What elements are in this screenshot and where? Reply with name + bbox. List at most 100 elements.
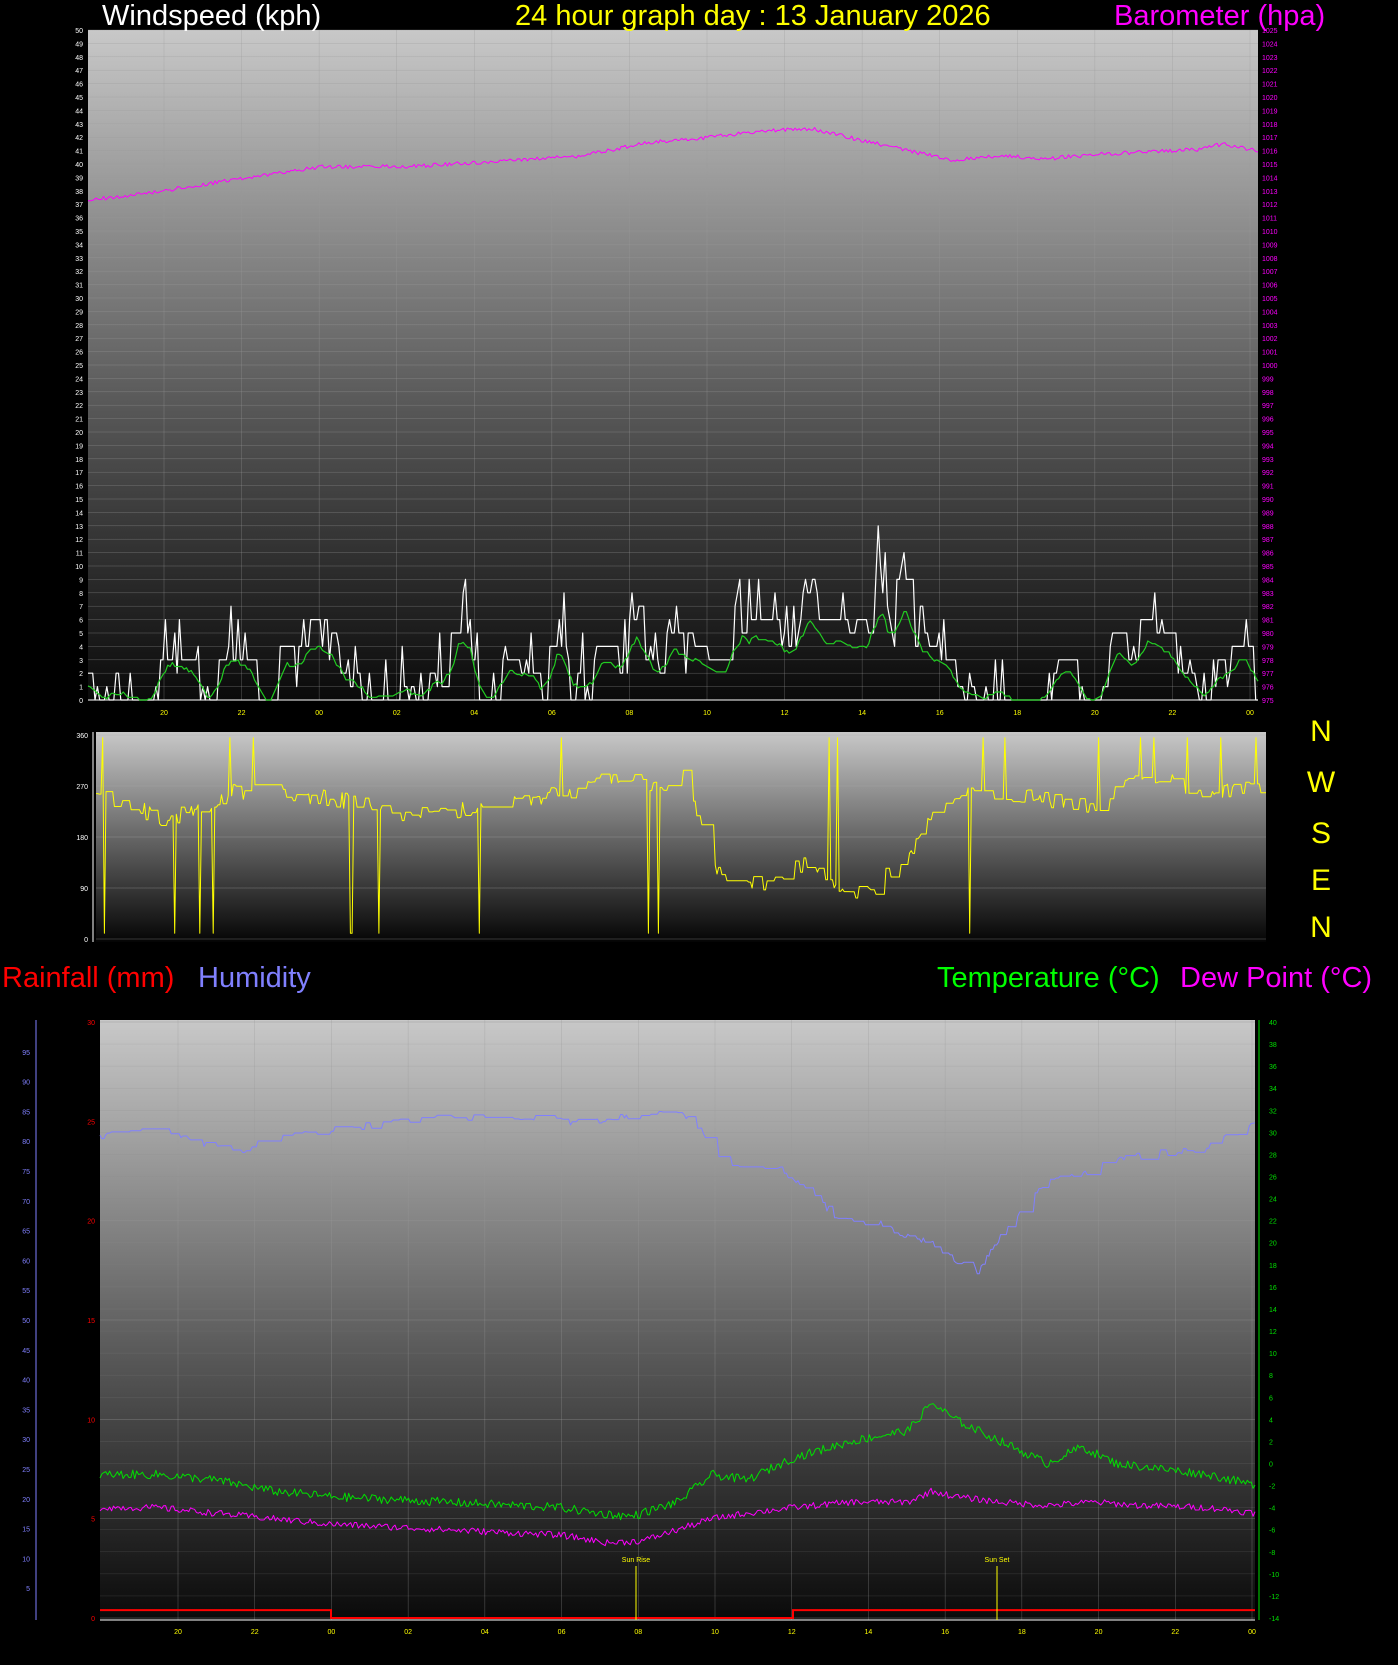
direction-tick-label: 270 [76,784,88,791]
temp-x-tick-label: 20 [174,1629,182,1636]
temperature-title: Temperature (°C) [937,962,1160,994]
temp-tick-label: 2 [1269,1439,1273,1446]
wind-left-tick-label: 35 [75,229,83,236]
wind-left-tick-label: 4 [79,644,83,651]
temp-tick-label: 0 [1269,1461,1273,1468]
baro-right-tick-label: 982 [1262,604,1274,611]
temp-tick-label: 8 [1269,1373,1273,1380]
wind-left-tick-label: 24 [75,376,83,383]
temp-tick-label: -8 [1269,1550,1275,1557]
temp-tick-label: -10 [1269,1572,1279,1579]
wind-left-tick-label: 38 [75,189,83,196]
baro-right-tick-label: 986 [1262,551,1274,558]
baro-right-tick-label: 1023 [1262,55,1278,62]
temp-x-tick-label: 04 [481,1629,489,1636]
windspeed-title: Windspeed (kph) [102,0,322,32]
rain-tick-label: 0 [91,1616,95,1623]
temp-tick-label: 26 [1269,1175,1277,1182]
temp-x-tick-label: 12 [788,1629,796,1636]
temp-x-tick-label: 20 [1095,1629,1103,1636]
direction-tick-label: 360 [76,733,88,740]
temp-tick-label: 16 [1269,1285,1277,1292]
rain-tick-label: 30 [87,1020,95,1027]
temp-tick-label: 32 [1269,1108,1277,1115]
baro-right-tick-label: 991 [1262,484,1274,491]
humidity-tick-label: 85 [22,1109,30,1116]
wind-left-tick-label: 37 [75,202,83,209]
baro-right-tick-label: 993 [1262,457,1274,464]
temp-x-tick-label: 10 [711,1629,719,1636]
baro-right-tick-label: 1019 [1262,108,1278,115]
direction-label-s: S [1310,817,1331,850]
barometer-title: Barometer (hpa) [1114,0,1326,32]
wind-left-tick-label: 46 [75,82,83,89]
rain-tick-label: 15 [87,1318,95,1325]
direction-tick-label: 0 [84,937,88,944]
rain-tick-label: 20 [87,1219,95,1226]
baro-right-tick-label: 1022 [1262,68,1278,75]
dewpoint-line [99,1487,1256,1547]
temp-x-tick-label: 22 [251,1629,259,1636]
baro-right-tick-label: 989 [1262,510,1274,517]
wind-left-tick-label: 23 [75,390,83,397]
wind-left-tick-label: 25 [75,363,83,370]
baro-right-tick-label: 1002 [1262,336,1278,343]
wind-x-tick-label: 00 [1246,710,1254,717]
baro-right-tick-label: 1007 [1262,269,1278,276]
temp-tick-label: 10 [1269,1351,1277,1358]
wind-left-tick-label: 15 [75,497,83,504]
temp-tick-label: -12 [1269,1594,1279,1601]
temp-tick-label: -2 [1269,1484,1275,1491]
wind-left-tick-label: 29 [75,309,83,316]
wind-x-tick-label: 04 [470,710,478,717]
sunset-label: Sun Set [985,1557,1010,1564]
wind-left-tick-label: 8 [79,591,83,598]
baro-right-tick-label: 1024 [1262,41,1278,48]
baro-right-tick-label: 1020 [1262,95,1278,102]
wind-left-tick-label: 33 [75,256,83,263]
humidity-tick-label: 70 [22,1199,30,1206]
humidity-tick-label: 55 [22,1288,30,1295]
humidity-tick-label: 15 [22,1527,30,1534]
humidity-tick-label: 75 [22,1169,30,1176]
dew-point-title: Dew Point (°C) [1180,962,1373,994]
wind-left-tick-label: 34 [75,242,83,249]
wind-left-tick-label: 5 [79,631,83,638]
wind-left-tick-label: 32 [75,269,83,276]
temp-x-tick-label: 14 [865,1629,873,1636]
temp-tick-label: 24 [1269,1197,1277,1204]
temp-x-tick-label: 00 [1248,1629,1256,1636]
humidity-tick-label: 80 [22,1139,30,1146]
wind-left-tick-label: 6 [79,618,83,625]
temp-tick-label: 12 [1269,1329,1277,1336]
direction-label-n-bottom: N [1310,911,1332,944]
baro-right-tick-label: 979 [1262,644,1274,651]
temp-tick-label: 18 [1269,1263,1277,1270]
wind-left-tick-label: 11 [76,551,83,558]
wind-x-tick-label: 20 [160,710,168,717]
wind-left-tick-label: 47 [75,68,83,75]
baro-right-tick-label: 1021 [1262,82,1278,89]
baro-right-tick-label: 1008 [1262,256,1278,263]
baro-right-tick-label: 980 [1262,631,1274,638]
baro-right-tick-label: 1001 [1262,350,1278,357]
humidity-tick-label: 45 [22,1348,30,1355]
baro-right-tick-label: 983 [1262,591,1274,598]
wind-left-tick-label: 45 [75,95,83,102]
baro-right-tick-label: 1018 [1262,122,1278,129]
wind-left-tick-label: 16 [75,484,83,491]
wind-left-tick-label: 14 [75,510,83,517]
baro-right-tick-label: 990 [1262,497,1274,504]
sunrise-label: Sun Rise [622,1557,651,1564]
wind-x-tick-label: 22 [1169,710,1177,717]
baro-right-tick-label: 978 [1262,658,1274,665]
baro-right-tick-label: 1011 [1262,216,1277,223]
wind-left-tick-label: 28 [75,323,83,330]
temp-tick-label: -6 [1269,1528,1275,1535]
baro-right-tick-label: 997 [1262,403,1274,410]
wind-left-tick-label: 22 [75,403,83,410]
rainfall-line [100,1609,1255,1619]
baro-right-tick-label: 1003 [1262,323,1278,330]
wind-x-tick-label: 14 [858,710,866,717]
